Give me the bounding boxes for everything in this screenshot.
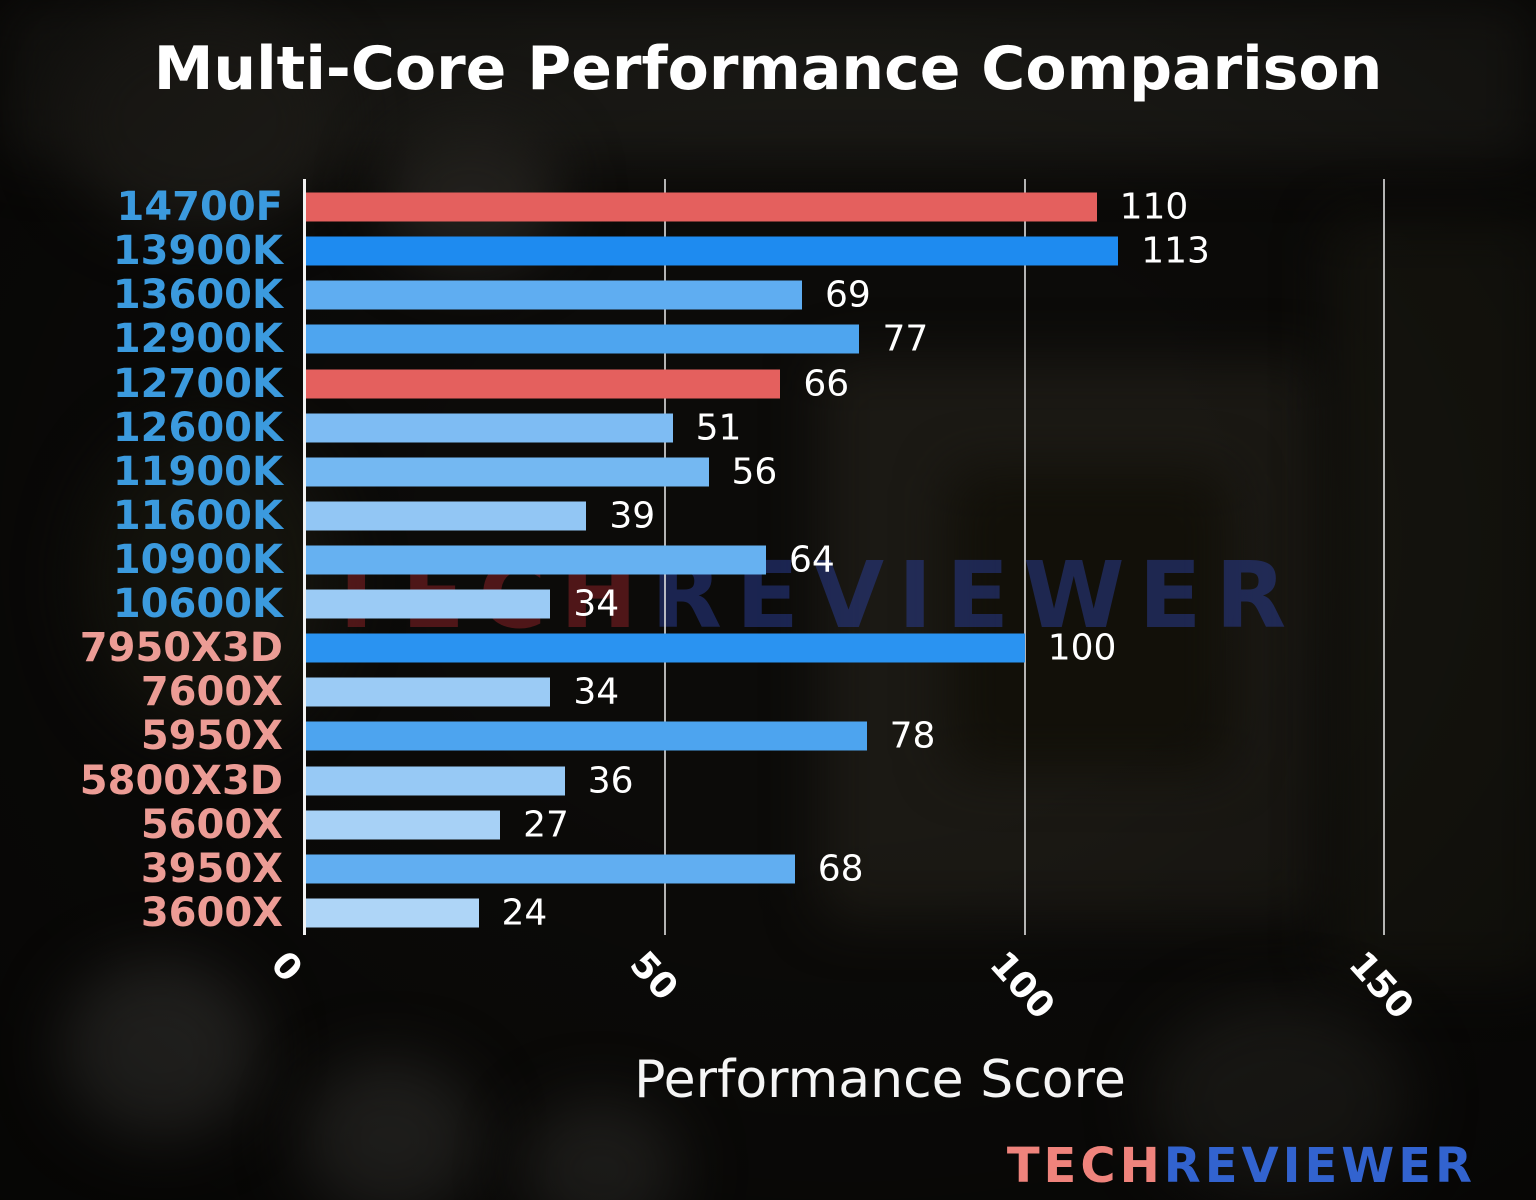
gridline-150 (1383, 179, 1386, 935)
value-label: 78 (889, 715, 936, 757)
bar (306, 854, 795, 884)
category-label: 10900K (112, 536, 283, 583)
value-label: 100 (1047, 627, 1117, 669)
category-label: 11900K (112, 448, 283, 495)
category-label: 12900K (112, 316, 283, 363)
category-label: 5600X (140, 801, 283, 848)
bar (306, 457, 709, 487)
value-label: 77 (882, 318, 929, 360)
x-axis-label: Performance Score (634, 1050, 1126, 1110)
bar (306, 898, 479, 928)
brand-logo-tech: TECH (1006, 1138, 1164, 1194)
category-label: 5800X3D (79, 757, 283, 804)
bar (306, 810, 501, 840)
bar (306, 766, 565, 796)
x-tick-label: 0 (262, 944, 310, 991)
category-label: 7600X (140, 669, 283, 716)
value-label: 51 (695, 407, 742, 449)
bar-row: 12900K 77 (113, 316, 1455, 362)
bar-row: 13900K 113 (113, 228, 1455, 274)
bar-row: 12600K 51 (113, 405, 1455, 451)
value-label: 24 (501, 892, 548, 934)
x-tick-label: 50 (621, 944, 686, 1009)
category-label: 13600K (112, 272, 283, 319)
bar-row: 11600K 39 (113, 493, 1455, 539)
bar-row: 13600K 69 (113, 272, 1455, 318)
value-label: 110 (1119, 186, 1189, 228)
bar (306, 324, 860, 354)
bar (306, 589, 551, 619)
bar (306, 192, 1097, 222)
bar-row: 7600X 34 (141, 669, 1455, 715)
bar-row: 12700K 66 (113, 361, 1455, 407)
bar (306, 280, 802, 310)
value-label: 113 (1141, 230, 1210, 272)
category-label: 10600K (112, 581, 283, 628)
bar (306, 633, 1025, 663)
brand-logo: TECHREVIEWER (1007, 1138, 1476, 1194)
value-label: 56 (731, 451, 778, 493)
bar-row: 10900K 64 (113, 537, 1455, 583)
bar-row: 7950X3D 100 (80, 625, 1455, 671)
category-label: 7950X3D (79, 625, 283, 672)
bar-row: 14700F 110 (117, 184, 1455, 230)
x-tick-label: 150 (1340, 944, 1422, 1028)
chart-title: Multi-Core Performance Comparison (153, 34, 1383, 104)
bar (306, 721, 867, 751)
bar-row: 3950X 68 (141, 846, 1455, 892)
bar-row: 11900K 56 (113, 449, 1455, 495)
bar (306, 413, 673, 443)
value-label: 34 (573, 671, 620, 713)
brand-logo-reviewer: REVIEWER (1163, 1138, 1476, 1194)
category-label: 12600K (112, 404, 283, 451)
category-label: 13900K (112, 228, 283, 275)
bar (306, 369, 781, 399)
bar-row: 5950X 78 (141, 713, 1455, 759)
plot-area: 14700F 110 13900K 113 13600K 69 12900K 77 12700K… (80, 179, 1455, 936)
bar-row: 10600K 34 (113, 581, 1455, 627)
bar-row: 5800X3D 36 (80, 758, 1455, 804)
value-label: 69 (824, 274, 871, 316)
gridline-100 (1023, 179, 1026, 935)
value-label: 36 (587, 760, 634, 802)
bar (306, 236, 1119, 266)
value-label: 34 (573, 583, 620, 625)
y-axis-line (303, 179, 306, 935)
bar-row: 5600X 27 (141, 802, 1455, 848)
bar (306, 501, 587, 531)
category-label: 14700F (116, 184, 283, 231)
value-label: 64 (789, 539, 835, 581)
x-tick-label: 100 (981, 944, 1063, 1028)
category-label: 11600K (112, 492, 283, 539)
bar (306, 545, 766, 575)
bar-row: 3600X 24 (141, 890, 1455, 936)
category-label: 5950X (140, 713, 283, 760)
value-label: 66 (803, 363, 850, 405)
category-label: 3950X (140, 845, 283, 892)
category-label: 12700K (112, 360, 283, 407)
category-label: 3600X (140, 889, 283, 936)
bar (306, 677, 551, 707)
value-label: 68 (817, 848, 864, 890)
value-label: 39 (609, 495, 656, 537)
x-axis-ticks: 0 50 100 150 (0, 944, 1536, 1054)
value-label: 27 (523, 804, 569, 846)
